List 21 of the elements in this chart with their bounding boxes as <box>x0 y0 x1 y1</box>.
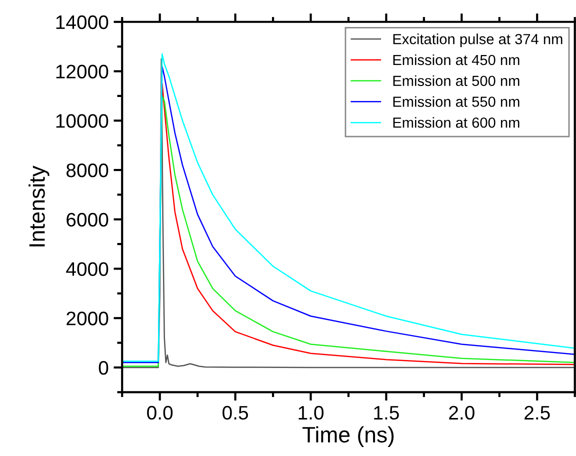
legend-label: Emission at 450 nm <box>393 54 520 66</box>
legend-label: Emission at 550 nm <box>393 96 520 107</box>
legend-label: Emission at 600 nm <box>393 117 520 128</box>
y-tick-label: 4000 <box>66 262 108 276</box>
y-tick-label: 14000 <box>56 15 108 30</box>
y-tick-label: 10000 <box>56 114 108 128</box>
legend-label: Excitation pulse at 374 nm <box>393 34 562 48</box>
x-tick-label: 1.0 <box>298 406 324 420</box>
x-tick-label: 2.0 <box>449 406 474 420</box>
x-tick-label: 0.5 <box>222 406 248 420</box>
x-axis-title: Time (ns) <box>302 426 394 447</box>
x-tick-label: 2.5 <box>524 406 550 420</box>
y-tick-label: 2000 <box>66 312 108 326</box>
x-tick-label: 1.5 <box>374 406 399 420</box>
y-tick-label: 8000 <box>66 163 108 178</box>
legend-label: Emission at 500 nm <box>393 75 520 86</box>
y-tick-label: 12000 <box>56 64 108 78</box>
y-tick-label: 0 <box>98 360 108 375</box>
y-tick-label: 6000 <box>66 212 108 227</box>
y-axis-title: Intensity <box>28 166 50 246</box>
x-tick-label: 0.0 <box>147 406 173 420</box>
